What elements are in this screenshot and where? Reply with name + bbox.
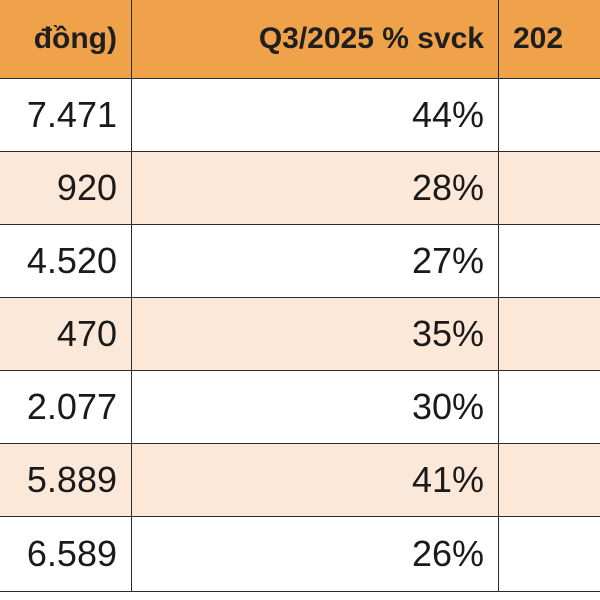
column-header-next[interactable]: 202 bbox=[498, 0, 600, 79]
cell-value[interactable]: 4.520 bbox=[0, 223, 132, 298]
table-row: 2.077 30% bbox=[0, 369, 600, 444]
cell-next-column[interactable] bbox=[498, 442, 600, 517]
cell-next-column[interactable] bbox=[498, 150, 600, 225]
header-row: đồng) Q3/2025 % svck 202 bbox=[0, 0, 600, 79]
table-row: 5.889 41% bbox=[0, 442, 600, 517]
cell-next-column[interactable] bbox=[498, 369, 600, 444]
cell-yoy-percent[interactable]: 30% bbox=[131, 369, 499, 444]
table-row: 6.589 26% bbox=[0, 515, 600, 592]
cell-value[interactable]: 920 bbox=[0, 150, 132, 225]
cell-next-column[interactable] bbox=[498, 296, 600, 371]
table-row: 7.471 44% bbox=[0, 77, 600, 152]
cell-yoy-percent[interactable]: 28% bbox=[131, 150, 499, 225]
column-header-q3-2025-yoy[interactable]: Q3/2025 % svck bbox=[131, 0, 499, 79]
table-row: 470 35% bbox=[0, 296, 600, 371]
column-header-value[interactable]: đồng) bbox=[0, 0, 132, 79]
cell-value[interactable]: 6.589 bbox=[0, 515, 132, 592]
cell-next-column[interactable] bbox=[498, 223, 600, 298]
cell-value[interactable]: 7.471 bbox=[0, 77, 132, 152]
cell-yoy-percent[interactable]: 41% bbox=[131, 442, 499, 517]
cell-yoy-percent[interactable]: 44% bbox=[131, 77, 499, 152]
cell-yoy-percent[interactable]: 26% bbox=[131, 515, 499, 592]
cell-value[interactable]: 2.077 bbox=[0, 369, 132, 444]
cell-yoy-percent[interactable]: 35% bbox=[131, 296, 499, 371]
table-row: 4.520 27% bbox=[0, 223, 600, 298]
cell-next-column[interactable] bbox=[498, 515, 600, 592]
cell-yoy-percent[interactable]: 27% bbox=[131, 223, 499, 298]
cell-value[interactable]: 470 bbox=[0, 296, 132, 371]
cell-next-column[interactable] bbox=[498, 77, 600, 152]
table-row: 920 28% bbox=[0, 150, 600, 225]
table-body: 7.471 44% 920 28% 4.520 27% 470 35% 2.077 30% 5.88… bbox=[0, 77, 600, 592]
cell-value[interactable]: 5.889 bbox=[0, 442, 132, 517]
